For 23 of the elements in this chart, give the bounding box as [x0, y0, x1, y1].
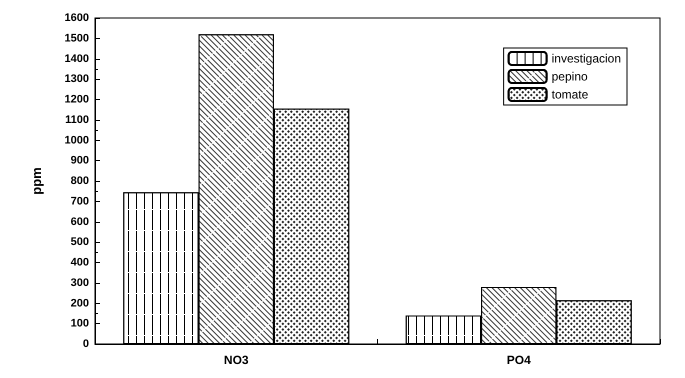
y-tick-label: 1000: [64, 134, 89, 146]
y-tick-label: 1300: [64, 73, 89, 86]
y-tick-label: 400: [70, 256, 89, 268]
y-tick-label: 1400: [64, 52, 89, 65]
legend-label: tomate: [552, 88, 589, 102]
y-tick-label: 1600: [64, 12, 89, 24]
y-tick-label: 1100: [65, 114, 89, 126]
x-tick-label: NO3: [224, 353, 249, 367]
y-tick-label: 800: [70, 175, 89, 187]
y-tick-label: 600: [70, 216, 89, 228]
y-tick-label: 1200: [64, 94, 89, 106]
y-tick-label: 300: [70, 276, 89, 289]
y-axis-title: ppm: [29, 167, 44, 195]
legend-label: investigacion: [552, 52, 621, 66]
y-tick-label: 200: [70, 297, 89, 310]
legend-label: pepino: [552, 70, 588, 84]
x-tick-label: PO4: [506, 353, 532, 367]
y-tick-label: 500: [70, 236, 89, 248]
y-tick-label: 100: [70, 318, 89, 330]
y-tick-label: 900: [70, 154, 89, 167]
y-tick-label: 0: [82, 338, 89, 350]
y-tick-label: 700: [70, 195, 89, 208]
y-tick-label: 1500: [64, 32, 89, 44]
